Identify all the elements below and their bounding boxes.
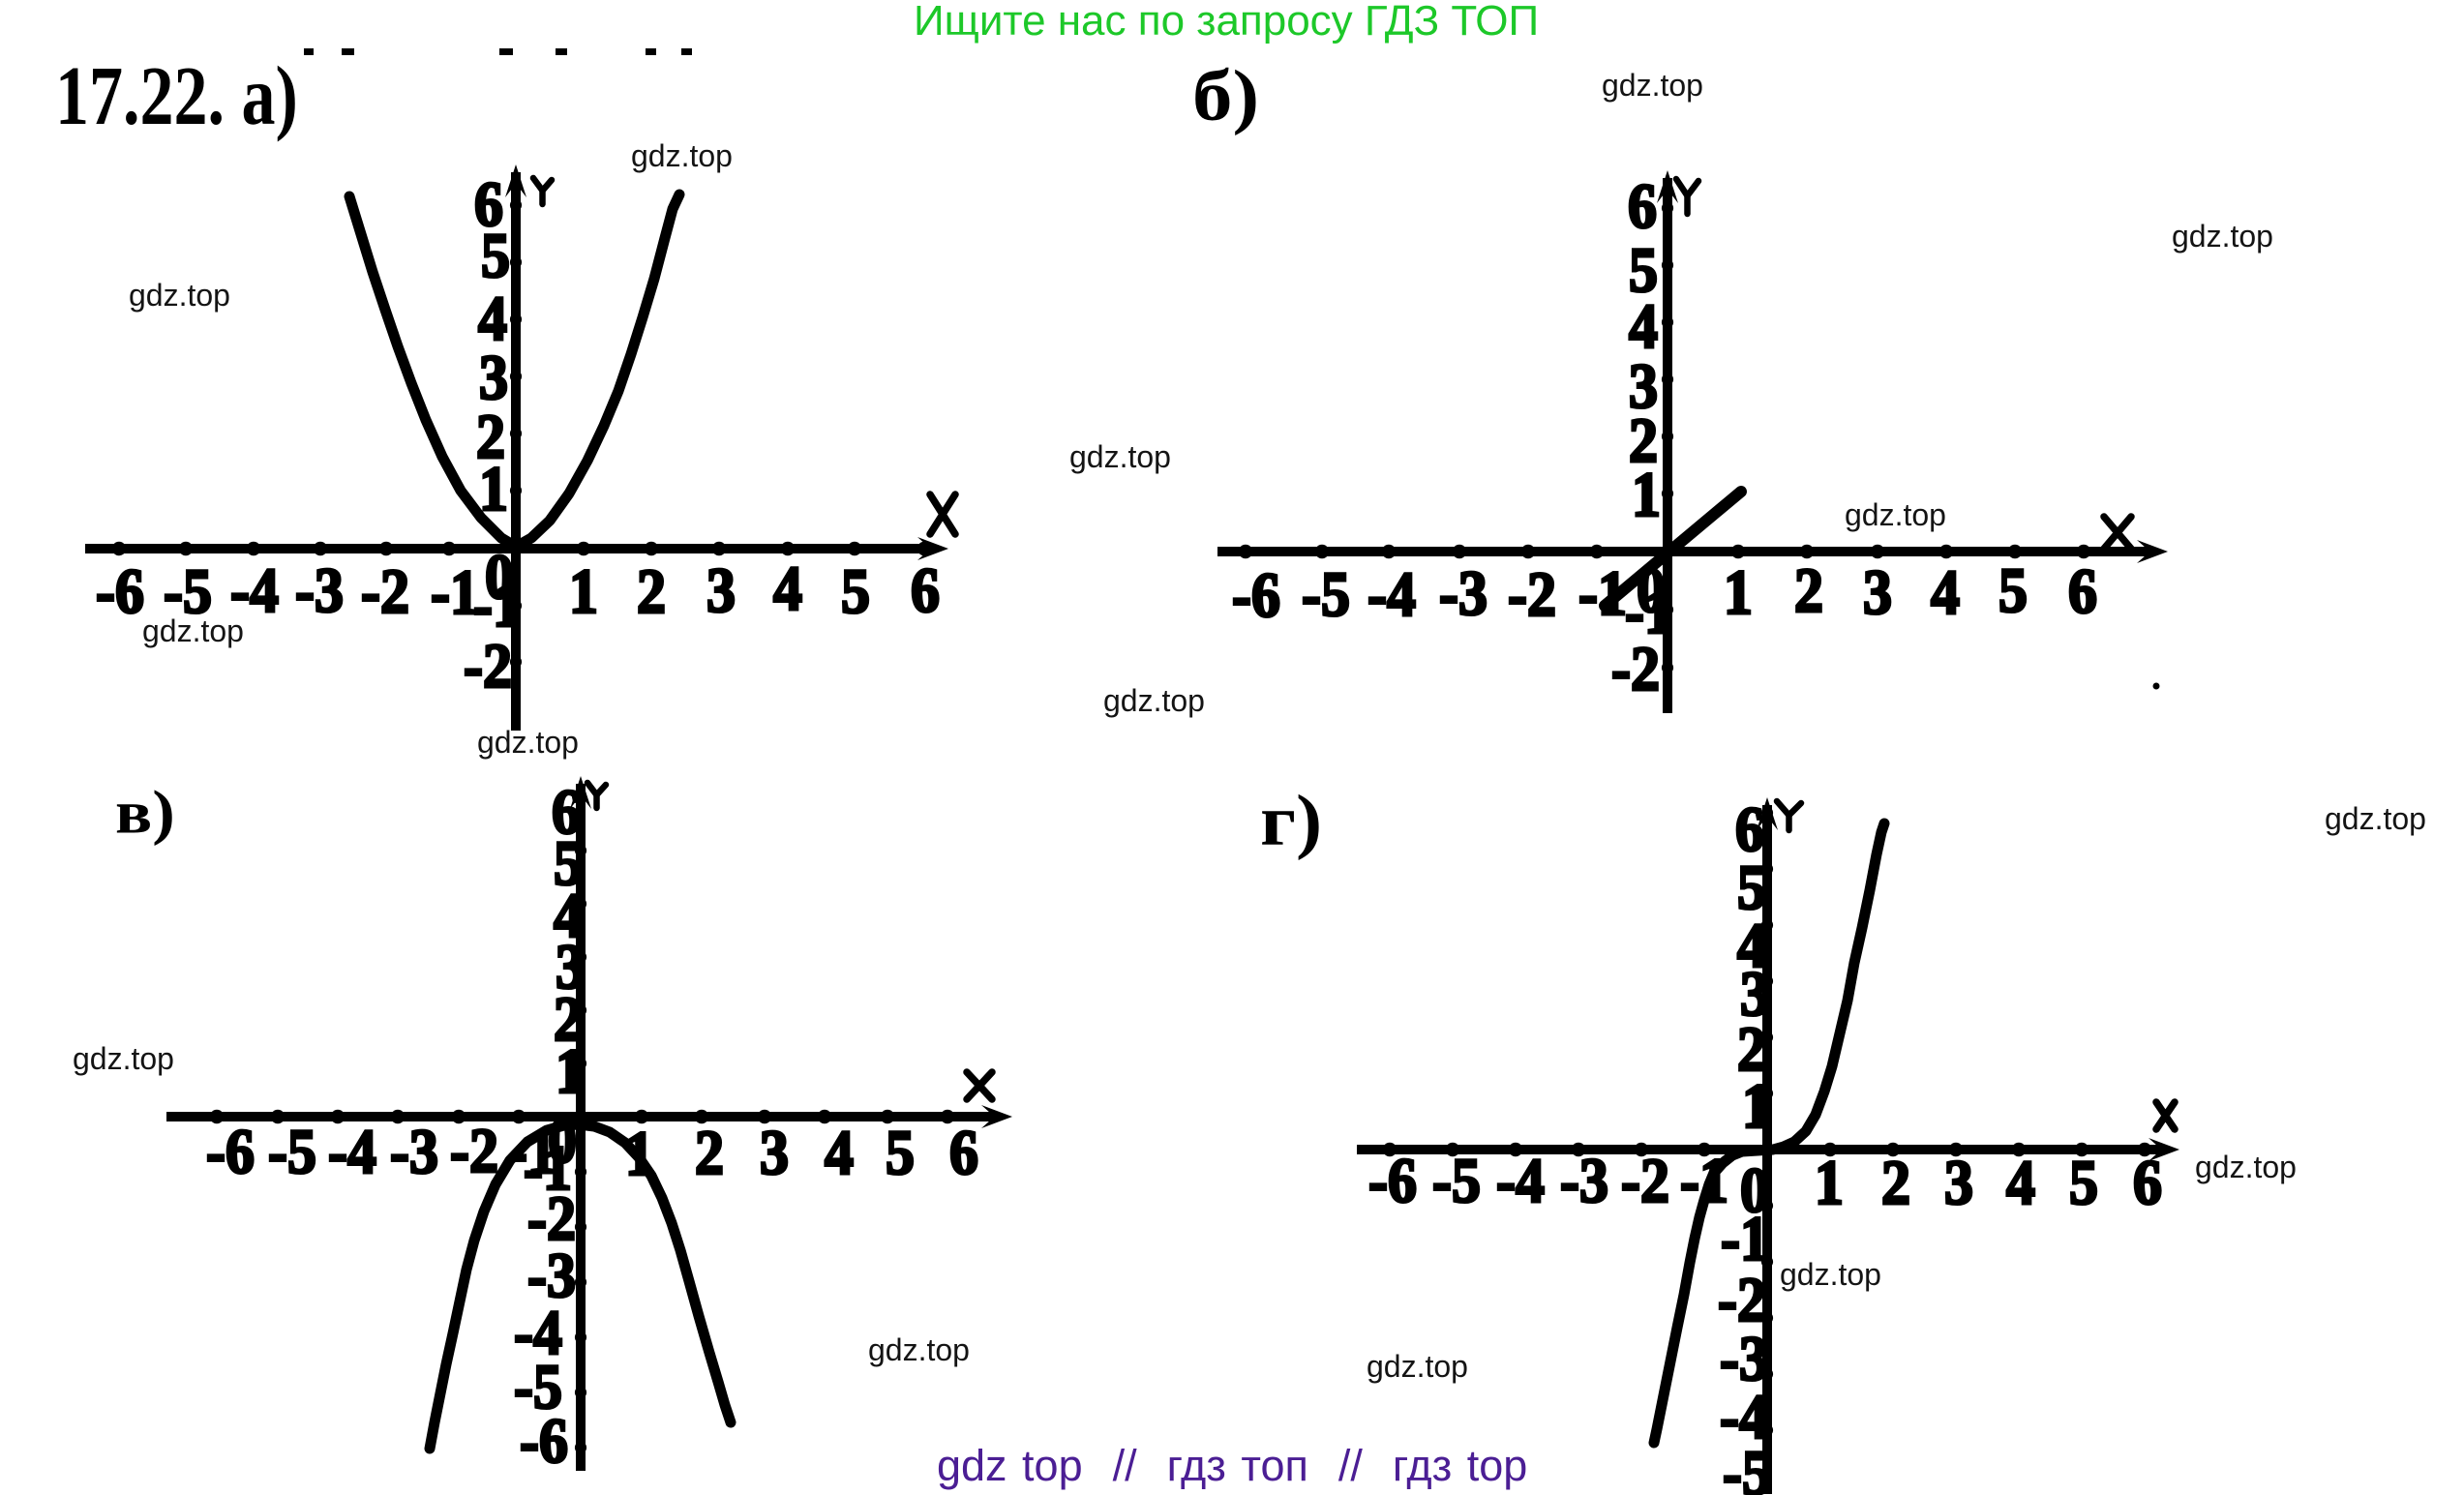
svg-text:6: 6: [474, 168, 503, 239]
svg-text:6: 6: [911, 554, 940, 625]
svg-text:1: 1: [479, 453, 508, 523]
svg-text:-1: -1: [508, 1116, 556, 1186]
svg-text:3: 3: [1740, 958, 1769, 1029]
svg-text:1: 1: [556, 1035, 585, 1106]
svg-text:1: 1: [1815, 1147, 1844, 1217]
svg-text:1: 1: [1632, 459, 1661, 529]
svg-text:-1: -1: [431, 556, 479, 627]
svg-text:4: 4: [1737, 910, 1766, 980]
svg-text:2: 2: [554, 983, 583, 1054]
svg-text:-3: -3: [527, 1240, 576, 1310]
svg-text:1: 1: [625, 1118, 654, 1188]
svg-text:1: 1: [1742, 1070, 1771, 1141]
svg-text:4: 4: [1931, 556, 1960, 627]
svg-text:6: 6: [1735, 793, 1764, 864]
svg-text:6: 6: [2068, 555, 2097, 626]
svg-text:3: 3: [706, 554, 736, 625]
svg-text:5: 5: [1998, 554, 2028, 625]
svg-text:4: 4: [554, 880, 583, 950]
svg-text:-2: -2: [1621, 1145, 1669, 1215]
svg-text:-3: -3: [1439, 557, 1487, 628]
svg-text:-4: -4: [230, 554, 279, 625]
svg-text:4: 4: [1629, 290, 1658, 361]
svg-text:0: 0: [1637, 554, 1666, 625]
svg-text:2: 2: [1737, 1013, 1766, 1084]
svg-text:1: 1: [1724, 556, 1753, 627]
svg-text:-5: -5: [268, 1116, 316, 1186]
svg-text:3: 3: [1944, 1147, 1973, 1217]
svg-text:5: 5: [481, 220, 510, 290]
svg-text:6: 6: [949, 1117, 978, 1187]
svg-text:-6: -6: [96, 555, 144, 626]
svg-text:2: 2: [476, 401, 505, 471]
svg-text:-6: -6: [1368, 1145, 1417, 1215]
svg-text:2: 2: [695, 1117, 724, 1187]
svg-text:-2: -2: [1508, 558, 1556, 629]
svg-text:2: 2: [1881, 1147, 1910, 1217]
svg-text:-6: -6: [206, 1116, 255, 1186]
svg-text:-5: -5: [1432, 1145, 1481, 1215]
svg-text:3: 3: [556, 931, 585, 1002]
svg-text:-2: -2: [361, 555, 409, 626]
svg-text:5: 5: [886, 1117, 915, 1187]
svg-text:0: 0: [485, 541, 514, 612]
svg-text:-1: -1: [1721, 1203, 1769, 1273]
svg-text:2: 2: [637, 555, 666, 626]
svg-text:-5: -5: [164, 555, 212, 626]
svg-text:1: 1: [569, 555, 598, 626]
svg-text:-5: -5: [514, 1351, 562, 1421]
svg-text:-6: -6: [520, 1405, 568, 1476]
svg-text:3: 3: [1629, 350, 1658, 421]
svg-text:5: 5: [841, 555, 870, 626]
svg-text:-4: -4: [328, 1116, 376, 1186]
svg-text:4: 4: [478, 283, 507, 353]
svg-text:0: 0: [1740, 1154, 1769, 1225]
svg-text:-6: -6: [1232, 559, 1280, 630]
svg-text:-2: -2: [450, 1115, 498, 1185]
svg-text:-5: -5: [1723, 1437, 1771, 1495]
svg-text:-1: -1: [1578, 557, 1627, 628]
svg-text:5: 5: [1629, 234, 1658, 305]
svg-text:4: 4: [825, 1117, 854, 1187]
svg-text:-2: -2: [1611, 633, 1660, 703]
svg-text:-4: -4: [1496, 1145, 1545, 1215]
svg-text:4: 4: [2006, 1147, 2035, 1217]
svg-text:-4: -4: [1367, 558, 1416, 629]
svg-text:2: 2: [1794, 554, 1823, 625]
svg-text:-4: -4: [1720, 1381, 1768, 1451]
svg-text:4: 4: [773, 553, 802, 623]
svg-text:-2: -2: [1718, 1264, 1766, 1334]
svg-text:3: 3: [479, 342, 508, 412]
svg-text:-1: -1: [1625, 576, 1673, 646]
svg-text:6: 6: [552, 776, 581, 847]
svg-text:-5: -5: [1302, 558, 1350, 629]
svg-text:-4: -4: [514, 1297, 562, 1367]
svg-text:0: 0: [548, 1105, 577, 1176]
svg-text:-2: -2: [464, 630, 512, 701]
svg-text:5: 5: [1737, 852, 1766, 922]
svg-text:6: 6: [2133, 1147, 2162, 1217]
svg-text:5: 5: [2069, 1147, 2098, 1217]
svg-text:-3: -3: [1560, 1145, 1608, 1215]
svg-text:5: 5: [554, 827, 583, 898]
svg-text:-1: -1: [473, 569, 522, 640]
svg-text:-3: -3: [1720, 1323, 1768, 1393]
svg-text:-3: -3: [390, 1116, 438, 1186]
svg-text:-1: -1: [524, 1132, 572, 1203]
svg-text:2: 2: [1629, 404, 1658, 475]
svg-text:-2: -2: [527, 1182, 576, 1253]
svg-text:-1: -1: [1680, 1145, 1728, 1215]
svg-text:3: 3: [760, 1117, 789, 1187]
svg-text:-3: -3: [295, 554, 344, 625]
svg-text:6: 6: [1628, 170, 1657, 241]
svg-text:3: 3: [1863, 556, 1892, 627]
